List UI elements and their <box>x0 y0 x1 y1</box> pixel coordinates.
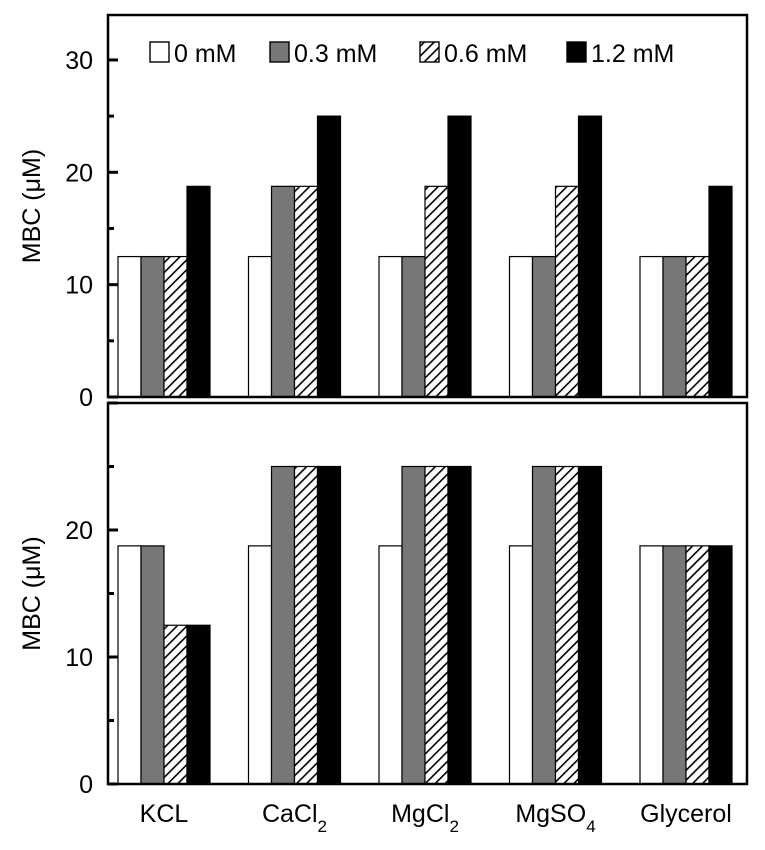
bar-bottom-cacl2-1p2mm <box>316 465 342 785</box>
ytick-label-bottom-0: 0 <box>79 771 93 799</box>
x-category-label-cacl2: CaCl2 <box>262 800 327 836</box>
bar-top-mgso4-0p6mm <box>554 185 580 398</box>
bar-top-kcl-0mm <box>117 255 142 398</box>
ytick-label-top-20: 20 <box>65 159 93 187</box>
legend-label-1p2mm: 1.2 mM <box>591 40 674 68</box>
bar-bottom-mgcl2-0mm <box>378 545 403 785</box>
bar-top-kcl-0p6mm <box>163 255 188 398</box>
legend-swatch-0mm <box>149 41 170 63</box>
ytick-label-bottom-10: 10 <box>65 644 93 672</box>
bar-bottom-glycerol-0p6mm <box>685 545 710 785</box>
ytick-label-top-0: 0 <box>79 384 93 412</box>
x-category-label-mgcl2: MgCl2 <box>391 800 459 836</box>
legend-swatch-0p6mm <box>419 41 440 63</box>
bar-bottom-glycerol-1p2mm <box>708 545 733 785</box>
bar-bottom-mgcl2-1p2mm <box>447 465 472 785</box>
axes-frame-top <box>106 13 749 399</box>
bar-bottom-mgso4-0p3mm <box>531 465 557 785</box>
bar-bottom-glycerol-0mm <box>639 545 664 785</box>
bar-top-mgso4-0p3mm <box>531 255 557 398</box>
bar-top-glycerol-0mm <box>639 255 664 398</box>
bar-top-kcl-1p2mm <box>186 185 211 398</box>
x-category-label-glycerol: Glycerol <box>640 800 732 828</box>
bar-top-kcl-0p3mm <box>140 255 165 398</box>
bar-bottom-mgso4-0p6mm <box>554 465 580 785</box>
bar-bottom-cacl2-0mm <box>247 545 273 785</box>
bar-bottom-kcl-0mm <box>117 545 142 785</box>
y-axis-label-top: MBC (μM) <box>18 149 46 263</box>
bar-top-glycerol-0p3mm <box>662 255 687 398</box>
axes-layer <box>106 13 749 786</box>
bar-bottom-kcl-0p6mm <box>163 624 188 785</box>
bar-bottom-mgcl2-0p6mm <box>424 465 449 785</box>
legend-label-0p6mm: 0.6 mM <box>444 40 527 68</box>
bar-bottom-mgso4-1p2mm <box>577 465 603 785</box>
x-category-label-kcl: KCL <box>140 800 189 828</box>
bar-top-mgcl2-0p6mm <box>424 185 449 398</box>
bar-bottom-mgso4-0mm <box>508 545 534 785</box>
legend-swatch-0p3mm <box>269 41 290 63</box>
bar-bottom-mgcl2-0p3mm <box>401 465 426 785</box>
bar-bottom-kcl-0p3mm <box>140 545 165 785</box>
ytick-label-top-10: 10 <box>65 272 93 300</box>
bar-top-cacl2-0mm <box>247 255 273 398</box>
bar-top-mgcl2-1p2mm <box>447 115 472 398</box>
bar-top-cacl2-0p3mm <box>270 185 296 398</box>
bar-bottom-kcl-1p2mm <box>186 624 211 785</box>
bar-top-glycerol-0p6mm <box>685 255 710 398</box>
bar-bottom-cacl2-0p6mm <box>293 465 319 785</box>
bar-top-glycerol-1p2mm <box>708 185 733 398</box>
legend-swatch-1p2mm <box>566 41 587 63</box>
ytick-label-bottom-20: 20 <box>65 517 93 545</box>
bar-bottom-glycerol-0p3mm <box>662 545 687 785</box>
bar-top-mgcl2-0p3mm <box>401 255 426 398</box>
bar-top-cacl2-1p2mm <box>316 115 342 398</box>
ytick-label-top-30: 30 <box>65 47 93 75</box>
text-layer: 0 10 20 30 MBC (μM) 0 mM 0.3 mM 0.6 mM 1.2 mM 0 10… <box>18 40 732 836</box>
legend-label-0p3mm: 0.3 mM <box>294 40 377 68</box>
bar-top-mgcl2-0mm <box>378 255 403 398</box>
y-axis-label-bottom: MBC (μM) <box>18 536 46 650</box>
bar-bottom-cacl2-0p3mm <box>270 465 296 785</box>
bar-top-mgso4-1p2mm <box>577 115 603 398</box>
x-category-label-mgso4: MgSO4 <box>515 800 595 836</box>
bars-layer <box>117 115 733 785</box>
legend-label-0mm: 0 mM <box>174 40 237 68</box>
bar-top-mgso4-0mm <box>508 255 534 398</box>
bar-top-cacl2-0p6mm <box>293 185 319 398</box>
